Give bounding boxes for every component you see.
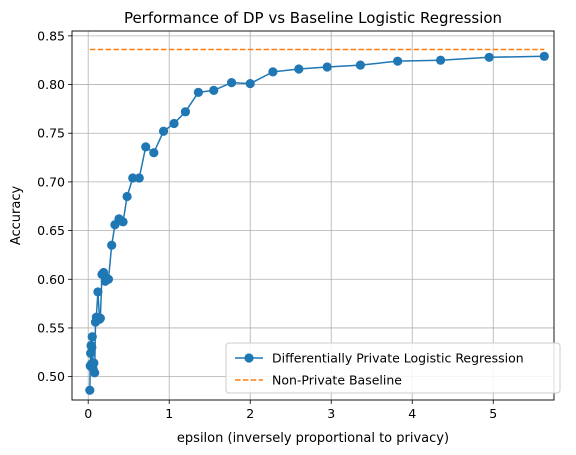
data-point: [355, 60, 365, 70]
x-tick-label: 1: [165, 406, 173, 421]
x-tick-label: 2: [246, 406, 254, 421]
data-point: [134, 173, 144, 183]
data-point: [393, 56, 403, 66]
data-point: [484, 52, 494, 62]
data-point: [158, 126, 169, 136]
data-point: [93, 287, 103, 297]
data-point: [539, 51, 549, 61]
legend-label-1: Non-Private Baseline: [272, 373, 402, 388]
y-tick-label: 0.65: [37, 223, 65, 238]
data-point: [95, 313, 105, 323]
data-point: [193, 87, 203, 97]
ticks: 0 1 2 3 4 5 0.50 0.55 0.60 0.65 0.70 0.75 0.80 0.85: [37, 28, 497, 421]
y-tick-label: 0.80: [37, 77, 65, 92]
data-point: [245, 78, 255, 89]
data-point: [435, 55, 446, 65]
plot-frame: [71, 30, 555, 401]
grid: [72, 31, 554, 400]
y-axis-label: Accuracy: [9, 186, 24, 246]
data-point: [122, 191, 132, 202]
data-point: [85, 385, 95, 395]
series-line-0: [89, 55, 545, 391]
y-tick-label: 0.55: [37, 320, 65, 335]
y-tick-label: 0.70: [37, 174, 65, 189]
legend: Differentially Private Logistic Regressi…: [225, 342, 561, 394]
data-point: [103, 274, 114, 284]
x-tick-label: 5: [489, 406, 497, 421]
y-tick-label: 0.60: [37, 272, 65, 287]
data-point: [180, 107, 191, 117]
data-point: [118, 217, 128, 227]
legend-marker-0: [244, 353, 254, 363]
data-point: [322, 62, 332, 72]
data-point: [107, 240, 117, 250]
data-point: [87, 332, 97, 342]
data-point: [294, 64, 304, 74]
legend-box: [225, 342, 561, 394]
chart-title: Performance of DP vs Baseline Logistic R…: [124, 9, 502, 27]
x-axis-label: epsilon (inversely proportional to priva…: [177, 431, 449, 446]
data-point: [209, 85, 219, 95]
data-point: [128, 173, 138, 183]
data-point: [268, 67, 278, 77]
data-point: [226, 78, 237, 88]
data-point: [90, 368, 100, 378]
y-tick-label: 0.50: [37, 369, 65, 384]
data-point: [87, 342, 97, 353]
legend-label-0: Differentially Private Logistic Regressi…: [272, 351, 524, 366]
x-tick-label: 0: [84, 406, 92, 421]
data-point: [149, 148, 159, 158]
data-point: [141, 142, 151, 152]
series-layer: [85, 48, 549, 395]
data-point: [89, 358, 99, 368]
x-tick-label: 4: [408, 406, 416, 421]
data-point: [169, 118, 179, 129]
y-tick-label: 0.75: [37, 126, 65, 141]
y-tick-label: 0.85: [37, 28, 65, 43]
x-tick-label: 3: [327, 406, 335, 421]
